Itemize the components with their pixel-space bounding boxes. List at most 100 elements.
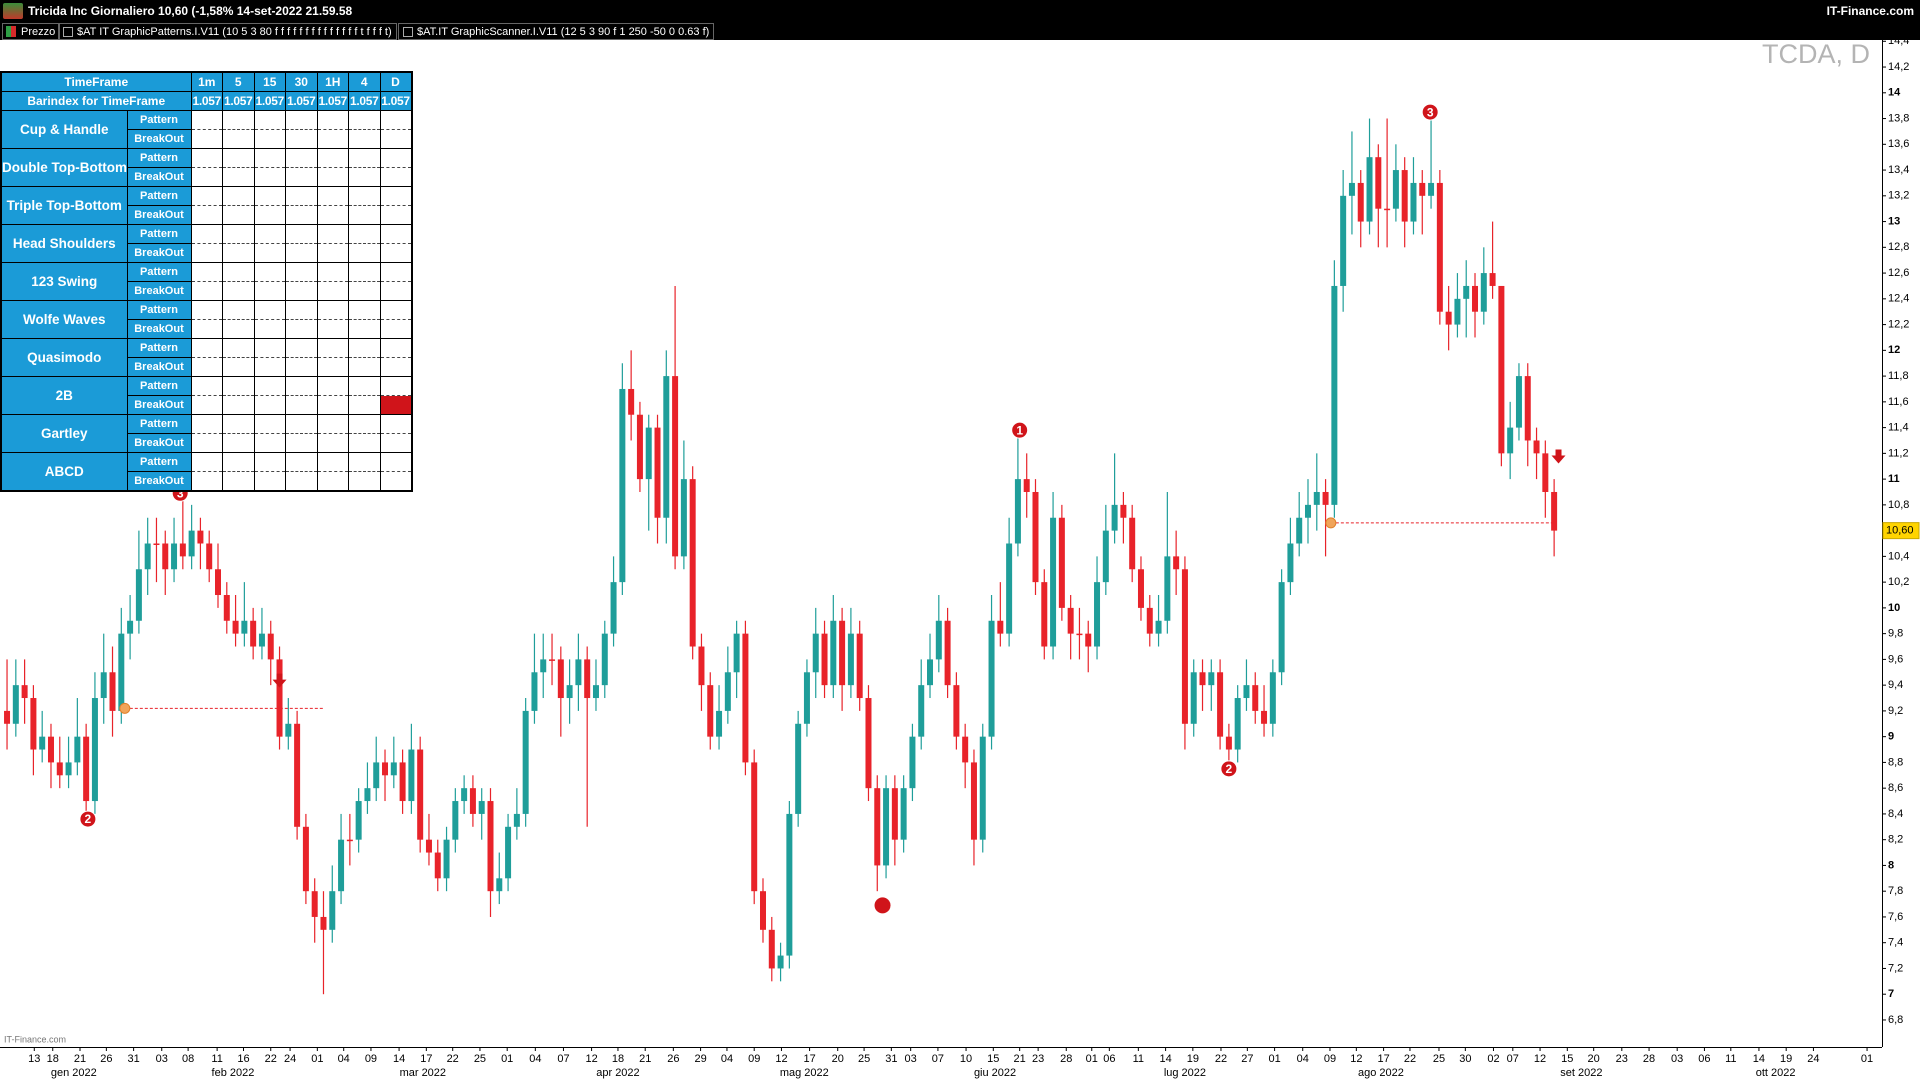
candle-body (135, 569, 142, 621)
scan-cell (379, 414, 412, 434)
y-tick-label: 12,8 (1888, 241, 1909, 253)
scan-cell (316, 129, 349, 149)
scan-cell (222, 338, 255, 358)
x-tick-label: 14 (1753, 1053, 1765, 1065)
candle-body (399, 762, 406, 802)
scan-cell (285, 110, 318, 130)
candle-body (478, 801, 485, 814)
watermark: TCDA, D (1762, 39, 1870, 69)
x-tick-label: 24 (284, 1053, 296, 1065)
x-tick-label: 12 (1534, 1053, 1546, 1065)
signal-arrow (272, 673, 287, 688)
scan-cell (285, 319, 318, 339)
scan-cell (316, 452, 349, 472)
legend-item[interactable]: $AT.IT GraphicScanner.I.V11 (12 5 3 90 f… (398, 23, 715, 40)
y-tick-label: 13,2 (1888, 190, 1909, 202)
pattern-row: Quasimodo Pattern (0, 338, 412, 377)
scan-cell (222, 300, 255, 320)
y-tick-label: 10,2 (1888, 576, 1909, 588)
scan-cell (222, 129, 255, 149)
scan-cell (253, 148, 286, 168)
scan-cell (348, 433, 381, 453)
scan-cell (285, 186, 318, 206)
scan-cell (348, 319, 381, 339)
y-tick-label: 13,8 (1888, 112, 1909, 124)
candle-body (4, 710, 11, 724)
candle-body (803, 672, 810, 724)
scan-cell (285, 224, 318, 244)
pattern-row: Head Shoulders Pattern (0, 224, 412, 263)
scan-cell (379, 129, 412, 149)
scan-cell (348, 452, 381, 472)
candle-body (408, 749, 415, 802)
scan-cell (379, 357, 412, 377)
candle-body (865, 698, 872, 789)
pivot-label: 2 (85, 812, 92, 826)
scan-cell (253, 338, 286, 358)
candle-body (1401, 170, 1408, 222)
candle-body (65, 762, 72, 776)
candle-body (1164, 556, 1171, 621)
y-tick-label: 10,4 (1888, 550, 1909, 562)
candle-body (1480, 273, 1487, 312)
x-tick-label: 09 (365, 1053, 377, 1065)
scan-cell (348, 376, 381, 396)
x-tick-label: 31 (885, 1053, 897, 1065)
pivot-label: 2 (1226, 762, 1233, 776)
scan-cell (379, 376, 412, 396)
sub-row-label: BreakOut (126, 243, 192, 263)
x-tick-label: 01 (1086, 1053, 1098, 1065)
legend-item[interactable]: $AT IT GraphicPatterns.I.V11 (10 5 3 80 … (58, 23, 397, 40)
legend-item[interactable]: Prezzo (2, 23, 61, 40)
x-tick-label: 17 (420, 1053, 432, 1065)
scan-cell (348, 129, 381, 149)
pattern-row: 123 Swing Pattern (0, 262, 412, 301)
last-price-box (1882, 522, 1920, 540)
candle-body (777, 955, 784, 969)
candle-body (944, 620, 951, 686)
checkbox (63, 27, 73, 37)
month-label: apr 2022 (596, 1067, 639, 1079)
pattern-scanner-table: TimeFrame 1m 5 15 30 1H 4 D Barindex for TimeFra… (0, 71, 413, 492)
candle-body (496, 878, 503, 892)
candle-body (469, 788, 476, 814)
scan-cell (253, 357, 286, 377)
sub-row-label: BreakOut (126, 319, 192, 339)
y-tick-label: 13,4 (1888, 164, 1909, 176)
barindex-cell: 1.057 (285, 91, 318, 111)
candle-body (839, 620, 846, 686)
scan-cell (190, 110, 223, 130)
candle-body (1120, 504, 1127, 518)
candle-body (1436, 182, 1443, 312)
scan-cell (316, 471, 349, 492)
x-tick-label: 28 (1643, 1053, 1655, 1065)
candle-body (1515, 376, 1522, 428)
candle-body (1217, 672, 1224, 737)
candle-body (250, 620, 257, 647)
scan-cell (253, 376, 286, 396)
scan-cell (379, 281, 412, 301)
pivot-label: 1 (1016, 423, 1023, 437)
pattern-row: BreakOut (1, 471, 412, 492)
candle-body (30, 698, 37, 750)
pattern-row: BreakOut (1, 281, 412, 301)
scan-cell (316, 300, 349, 320)
legend-text: Prezzo (21, 26, 56, 38)
candle-body (628, 388, 635, 415)
month-label: feb 2022 (212, 1067, 255, 1079)
candle-body (1252, 685, 1259, 711)
scan-cell (348, 300, 381, 320)
scan-cell (379, 186, 412, 206)
scan-cell (190, 338, 223, 358)
scan-cell (253, 414, 286, 434)
scan-cell (285, 414, 318, 434)
scan-cell (222, 471, 255, 492)
candle-body (21, 685, 28, 699)
scan-cell (222, 395, 255, 415)
sub-row-label: Pattern (126, 186, 192, 206)
candle-body (461, 788, 468, 802)
scan-cell (285, 262, 318, 282)
scan-cell (190, 262, 223, 282)
pattern-row: 2B Pattern (0, 376, 412, 415)
candle-body (900, 788, 907, 840)
